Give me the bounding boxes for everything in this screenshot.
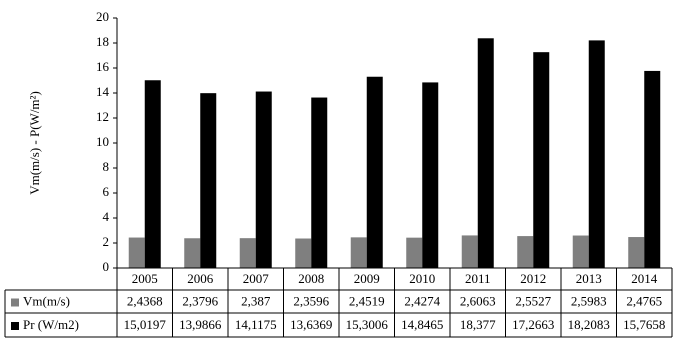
table-value: 14,1175 [235, 317, 277, 332]
bar [366, 76, 383, 269]
x-tick-label: 2005 [132, 271, 158, 286]
x-tick-label: 2009 [354, 271, 380, 286]
table-value: 18,377 [460, 317, 496, 332]
bar [517, 236, 534, 268]
x-tick-label: 2008 [298, 271, 324, 286]
table-value: 2,4368 [127, 293, 163, 308]
y-axis-label: Vm(m/s) - P(W/m²) [27, 91, 42, 195]
x-tick-label: 2010 [409, 271, 435, 286]
bar [461, 235, 478, 268]
y-tick-label: 12 [96, 109, 109, 124]
table-value: 15,0197 [124, 317, 167, 332]
table-value: 2,6063 [460, 293, 496, 308]
x-tick-label: 2014 [631, 271, 658, 286]
table-value: 17,2663 [512, 317, 554, 332]
bar [295, 238, 312, 268]
table-value: 2,5983 [571, 293, 607, 308]
table-value: 15,7658 [623, 317, 665, 332]
bar [144, 80, 161, 268]
bar [239, 238, 256, 268]
y-tick-label: 6 [103, 184, 110, 199]
bar [422, 82, 439, 268]
bar [477, 38, 494, 268]
table-value: 14,8465 [401, 317, 443, 332]
y-tick-label: 20 [96, 9, 109, 24]
y-tick-label: 14 [96, 84, 110, 99]
y-tick-label: 18 [96, 34, 109, 49]
x-tick-label: 2006 [187, 271, 214, 286]
y-tick-label: 16 [96, 59, 110, 74]
y-tick-label: 10 [96, 134, 109, 149]
x-tick-label: 2012 [520, 271, 546, 286]
x-tick-label: 2011 [465, 271, 491, 286]
bar [588, 40, 605, 268]
bar [311, 97, 328, 268]
y-tick-label: 0 [103, 259, 110, 274]
table-value: 2,387 [241, 293, 271, 308]
bar [128, 237, 145, 268]
bar [350, 237, 367, 268]
bar [406, 237, 423, 268]
bar [200, 93, 217, 268]
bar [533, 52, 550, 268]
table-value: 13,9866 [179, 317, 222, 332]
table-value: 18,2083 [568, 317, 610, 332]
table-value: 2,4274 [404, 293, 440, 308]
x-tick-label: 2007 [243, 271, 270, 286]
y-tick-label: 4 [103, 209, 110, 224]
table-value: 2,3596 [293, 293, 329, 308]
legend-label: Vm(m/s) [23, 293, 70, 308]
legend-label: Pr (W/m2) [23, 317, 79, 332]
table-value: 13,6369 [290, 317, 332, 332]
y-tick-label: 2 [103, 234, 110, 249]
legend-key [11, 298, 19, 307]
y-tick-label: 8 [103, 159, 110, 174]
bar [255, 91, 272, 268]
table-value: 2,4519 [349, 293, 385, 308]
bar [628, 237, 645, 268]
bar [184, 238, 201, 268]
table-value: 2,4765 [626, 293, 662, 308]
table-value: 15,3006 [346, 317, 389, 332]
table-value: 2,5527 [515, 293, 551, 308]
x-tick-label: 2013 [576, 271, 602, 286]
legend-key [11, 322, 19, 330]
bar [644, 70, 661, 269]
bar [572, 235, 589, 268]
table-value: 2,3796 [182, 293, 218, 308]
